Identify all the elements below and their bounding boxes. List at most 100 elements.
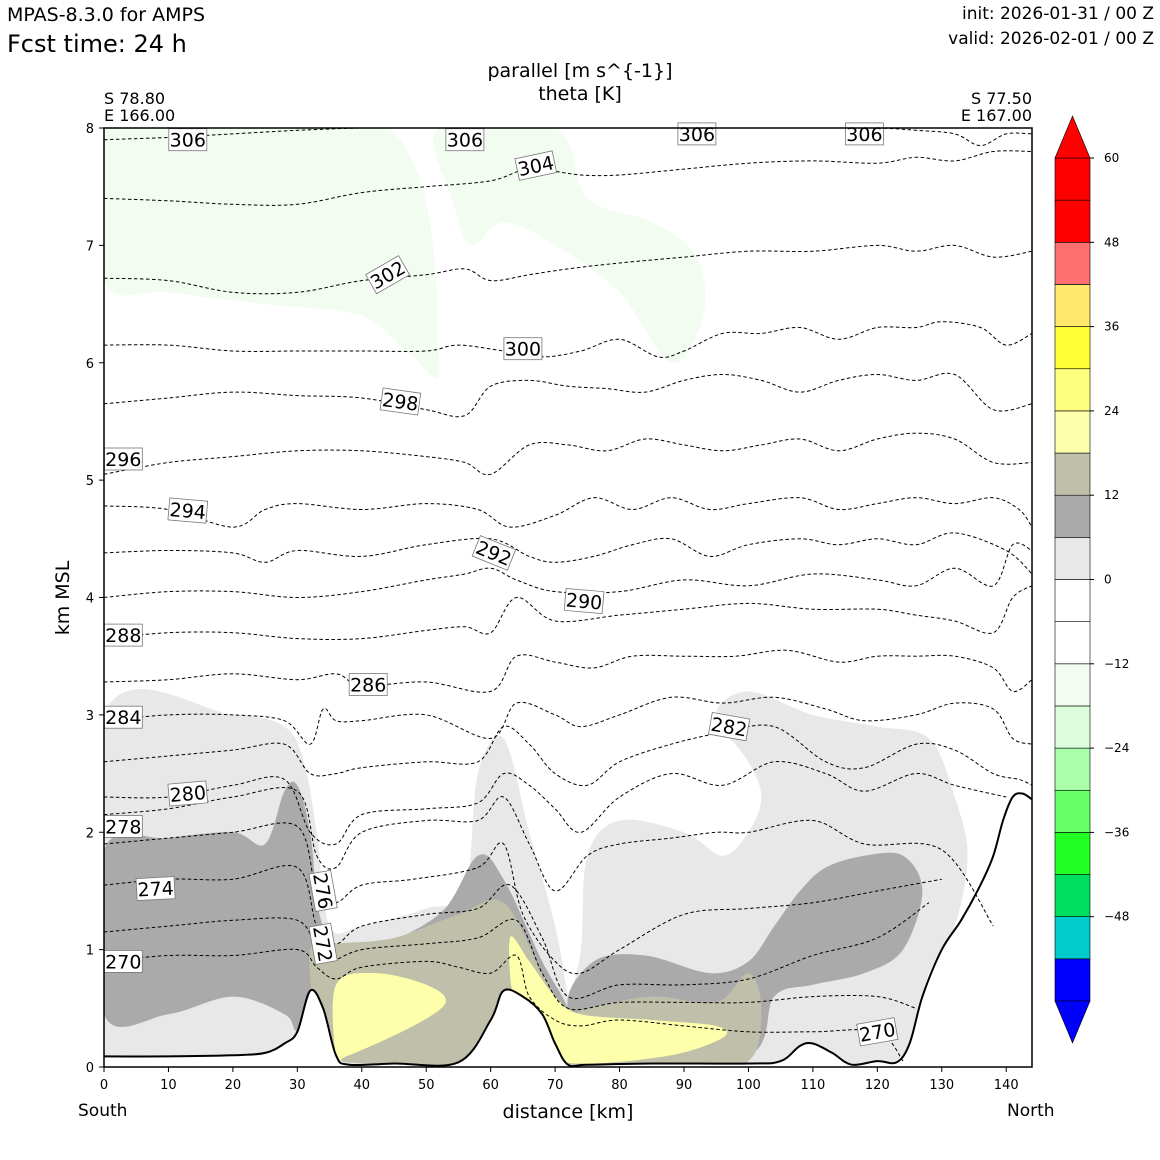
contour-label-box <box>503 337 543 361</box>
contour-label-12: 288 <box>103 623 143 647</box>
contour-label-14: 284 <box>103 705 143 729</box>
x-tick-label: 100 <box>736 1078 761 1093</box>
theta-contour-300 <box>104 321 1032 358</box>
x-tick-label: 30 <box>289 1078 306 1093</box>
colorbar-segment-7 <box>1054 663 1091 707</box>
colorbar-segment-1 <box>1054 916 1091 960</box>
theta-contour-288 <box>104 585 1032 641</box>
theta-contour-276 <box>104 822 942 975</box>
y-tick-label: 1 <box>86 944 94 959</box>
colorbar-tick-label: −12 <box>1104 657 1129 671</box>
theta-contour-304 <box>104 150 1032 206</box>
colorbar-segment-9 <box>1054 579 1091 622</box>
colorbar-tick-label: 36 <box>1104 320 1119 334</box>
colorbar-tick-label: 0 <box>1104 573 1112 587</box>
contour-label-box <box>856 1017 899 1047</box>
contour-label-text: 306 <box>447 130 483 152</box>
colorbar-extend-max <box>1054 115 1091 159</box>
x-tick-label: 70 <box>547 1078 564 1093</box>
model-name: MPAS-8.3.0 for AMPS <box>7 4 206 26</box>
contour-label-box <box>167 780 209 807</box>
north-label: North <box>1007 1101 1055 1121</box>
contour-label-8: 296 <box>103 447 143 471</box>
x-tick-label: 60 <box>482 1078 499 1093</box>
contour-label-text: 288 <box>105 625 141 647</box>
contour-label-6: 300 <box>503 337 543 361</box>
colorbar-tick-label: −24 <box>1104 741 1129 755</box>
contour-label-text: 274 <box>137 878 174 902</box>
contour-label-text: 270 <box>105 951 141 973</box>
y-tick-label: 6 <box>86 357 94 372</box>
theta-contour-278 <box>104 787 994 927</box>
x-tick-label: 110 <box>800 1078 825 1093</box>
theta-contour-292 <box>104 532 1032 575</box>
contour-label-2: 306 <box>677 122 717 146</box>
y-tick-label: 4 <box>86 592 94 607</box>
contour-label-box <box>563 587 605 615</box>
chart-title: parallel [m s^{-1}] <box>487 60 673 82</box>
colorbar-segment-4 <box>1054 789 1091 833</box>
colorbar-segment-0 <box>1054 958 1091 1002</box>
shading-region-0 <box>104 128 440 379</box>
start-longitude: E 166.00 <box>104 106 176 125</box>
y-tick-label: 0 <box>86 1061 94 1076</box>
shading-region-1 <box>433 128 706 363</box>
contour-label-1: 306 <box>445 128 485 152</box>
x-tick-label: 40 <box>354 1078 371 1093</box>
y-tick-label: 2 <box>86 826 94 841</box>
contour-label-text: 298 <box>381 389 420 416</box>
x-tick-label: 10 <box>160 1078 177 1093</box>
valid-time: valid: 2026-02-01 / 00 Z <box>948 29 1154 49</box>
colorbar-tick-label: 48 <box>1104 235 1119 249</box>
colorbar: −48 −36 −24 −12 0 12 24 36 48 60 <box>1054 115 1129 1044</box>
contour-label-3: 306 <box>845 122 884 146</box>
end-latitude: S 77.50 <box>970 89 1032 108</box>
contour-label-text: 290 <box>565 589 603 614</box>
colorbar-segment-14 <box>1054 368 1091 412</box>
x-tick-label: 90 <box>676 1078 693 1093</box>
theta-contour-284 <box>104 696 1032 745</box>
colorbar-segment-8 <box>1054 621 1091 665</box>
forecast-time: Fcst time: 24 h <box>7 30 187 58</box>
contour-label-22: 270 <box>856 1017 899 1047</box>
contour-label-4: 304 <box>514 150 558 181</box>
contour-label-19: 274 <box>135 876 176 902</box>
x-tick-label: 80 <box>611 1078 628 1093</box>
y-tick-label: 3 <box>86 709 94 724</box>
contour-label-text: 306 <box>846 124 882 146</box>
colorbar-segment-2 <box>1054 874 1091 917</box>
contour-label-10: 292 <box>471 535 517 571</box>
contour-label-text: 300 <box>505 339 541 361</box>
theta-contour-270 <box>104 948 904 1062</box>
axes: 0 10 20 30 40 50 60 70 80 90 100 110 120 130 140 0 1 2 3 4 5… <box>86 122 1019 1093</box>
colorbar-segment-18 <box>1054 199 1091 243</box>
contour-label-box <box>308 922 338 965</box>
x-tick-label: 20 <box>225 1078 242 1093</box>
end-longitude: E 167.00 <box>960 106 1032 125</box>
colorbar-tick-label: −36 <box>1104 825 1129 839</box>
wind-shading <box>104 128 968 1067</box>
colorbar-extend-min <box>1054 1000 1091 1044</box>
contour-label-box <box>365 255 411 295</box>
colorbar-tick-label: −48 <box>1104 910 1129 924</box>
contour-label-text: 292 <box>473 537 515 571</box>
colorbar-tick-label: 60 <box>1104 151 1119 165</box>
contour-label-13: 286 <box>348 673 388 696</box>
contour-label-box <box>708 712 751 742</box>
colorbar-segment-13 <box>1054 410 1091 454</box>
x-tick-label: 140 <box>994 1078 1019 1093</box>
contour-label-16: 280 <box>167 780 209 807</box>
colorbar-segment-5 <box>1054 747 1091 791</box>
theta-contour-306 <box>104 128 1032 147</box>
contour-label-text: 286 <box>350 674 386 696</box>
theta-contour-280 <box>104 761 1007 846</box>
contour-label-21: 270 <box>103 950 143 973</box>
colorbar-segment-15 <box>1054 326 1091 370</box>
y-tick-label: 5 <box>86 474 94 489</box>
colorbar-tick-label: 24 <box>1104 404 1119 418</box>
theta-contour-282 <box>104 724 1032 787</box>
shading-region-7 <box>332 972 446 1062</box>
theta-contour-302 <box>104 244 1032 295</box>
y-tick-label: 8 <box>86 122 94 137</box>
